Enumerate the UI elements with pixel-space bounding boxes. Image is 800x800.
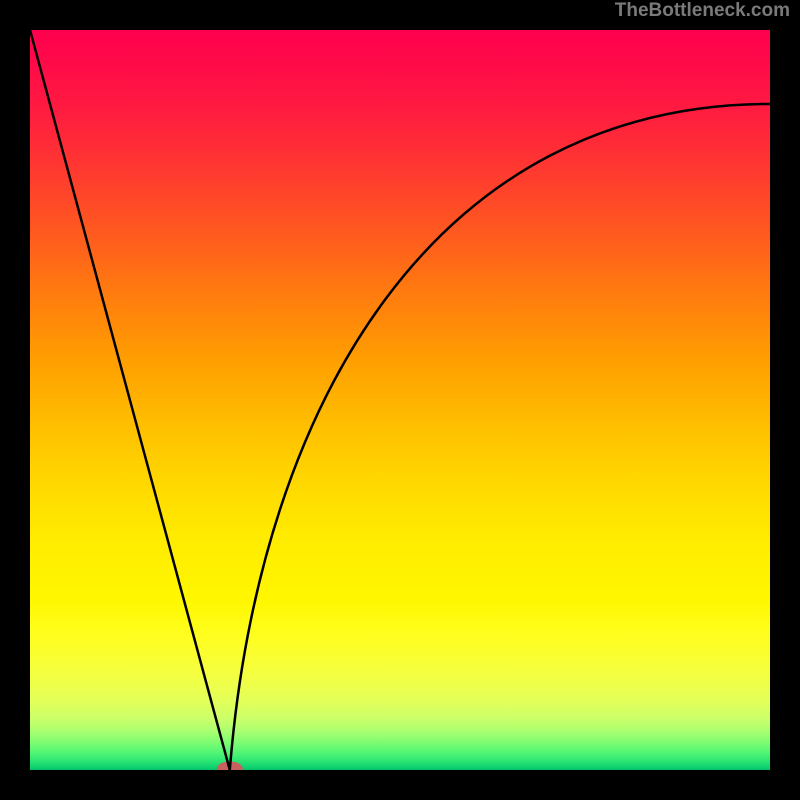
bottleneck-curve — [30, 30, 770, 770]
chart-container: TheBottleneck.com — [0, 0, 800, 800]
chart-plot — [0, 0, 800, 800]
watermark-text: TheBottleneck.com — [615, 0, 790, 22]
